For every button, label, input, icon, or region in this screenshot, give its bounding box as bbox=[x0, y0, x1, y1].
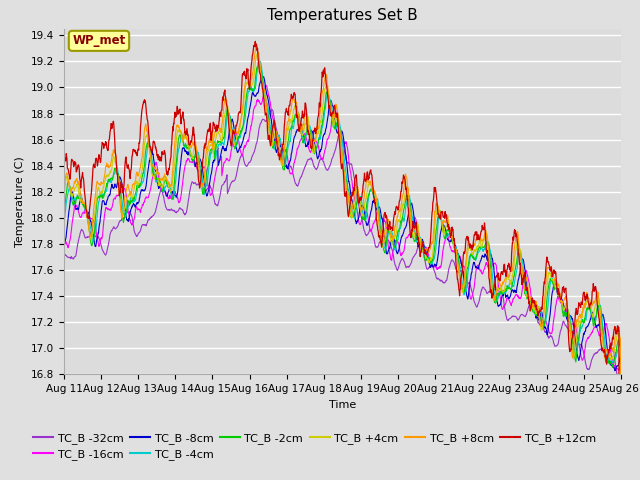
TC_B -16cm bbox=[60, 241, 68, 247]
TC_B -4cm bbox=[103, 185, 111, 191]
TC_B -16cm bbox=[378, 214, 385, 220]
TC_B +8cm bbox=[378, 238, 385, 244]
TC_B -4cm bbox=[609, 360, 616, 365]
TC_B -32cm bbox=[103, 247, 111, 253]
TC_B +4cm bbox=[60, 196, 68, 202]
TC_B -32cm bbox=[616, 378, 623, 384]
TC_B -2cm bbox=[378, 235, 385, 240]
TC_B -32cm bbox=[60, 250, 68, 256]
TC_B -16cm bbox=[262, 82, 269, 88]
TC_B -32cm bbox=[308, 157, 316, 163]
TC_B -16cm bbox=[308, 145, 316, 151]
Line: TC_B -8cm: TC_B -8cm bbox=[64, 76, 621, 371]
Legend: TC_B -32cm, TC_B -16cm, TC_B -8cm, TC_B -4cm, TC_B -2cm, TC_B +4cm, TC_B +8cm, T: TC_B -32cm, TC_B -16cm, TC_B -8cm, TC_B … bbox=[29, 428, 600, 465]
TC_B -16cm bbox=[615, 367, 623, 373]
TC_B +4cm bbox=[103, 173, 111, 179]
TC_B +12cm bbox=[297, 121, 305, 127]
TC_B -8cm bbox=[103, 198, 111, 204]
TC_B -4cm bbox=[617, 338, 625, 344]
TC_B -2cm bbox=[617, 343, 625, 348]
TC_B -32cm bbox=[617, 377, 625, 383]
X-axis label: Time: Time bbox=[329, 400, 356, 409]
TC_B -2cm bbox=[308, 144, 316, 149]
TC_B -2cm bbox=[297, 129, 305, 134]
TC_B -16cm bbox=[126, 217, 134, 223]
TC_B -16cm bbox=[617, 364, 625, 370]
TC_B +4cm bbox=[617, 343, 625, 349]
TC_B +8cm bbox=[253, 43, 260, 48]
TC_B +12cm bbox=[308, 143, 316, 148]
Line: TC_B -16cm: TC_B -16cm bbox=[64, 85, 621, 370]
TC_B -4cm bbox=[318, 125, 326, 131]
TC_B +8cm bbox=[318, 91, 326, 96]
Line: TC_B -2cm: TC_B -2cm bbox=[64, 62, 621, 367]
TC_B -16cm bbox=[297, 137, 305, 143]
Text: WP_met: WP_met bbox=[72, 35, 125, 48]
TC_B +8cm bbox=[103, 162, 111, 168]
TC_B -16cm bbox=[318, 156, 326, 162]
Line: TC_B -32cm: TC_B -32cm bbox=[64, 109, 621, 381]
Line: TC_B +12cm: TC_B +12cm bbox=[64, 41, 621, 480]
TC_B +12cm bbox=[252, 38, 259, 44]
TC_B -8cm bbox=[126, 212, 134, 218]
Y-axis label: Temperature (C): Temperature (C) bbox=[15, 156, 26, 247]
TC_B -2cm bbox=[126, 202, 134, 207]
TC_B -4cm bbox=[378, 224, 385, 229]
TC_B +12cm bbox=[103, 146, 111, 152]
TC_B -2cm bbox=[103, 183, 111, 189]
TC_B +12cm bbox=[318, 69, 326, 75]
TC_B +4cm bbox=[308, 145, 316, 151]
TC_B -8cm bbox=[611, 368, 619, 373]
TC_B -4cm bbox=[308, 134, 316, 140]
TC_B +12cm bbox=[378, 241, 385, 247]
TC_B +12cm bbox=[126, 171, 134, 177]
TC_B +8cm bbox=[60, 180, 68, 186]
TC_B -32cm bbox=[378, 236, 385, 242]
TC_B -16cm bbox=[103, 205, 111, 211]
TC_B -2cm bbox=[318, 122, 326, 128]
Line: TC_B +4cm: TC_B +4cm bbox=[64, 54, 621, 361]
TC_B -8cm bbox=[308, 130, 316, 135]
TC_B +4cm bbox=[602, 358, 609, 364]
TC_B -32cm bbox=[318, 156, 326, 162]
TC_B -8cm bbox=[318, 141, 326, 146]
TC_B +4cm bbox=[318, 109, 326, 115]
TC_B -2cm bbox=[255, 60, 263, 65]
TC_B -8cm bbox=[60, 239, 68, 245]
TC_B -32cm bbox=[297, 174, 305, 180]
TC_B -8cm bbox=[378, 213, 385, 219]
TC_B -4cm bbox=[126, 198, 134, 204]
TC_B -2cm bbox=[609, 364, 617, 370]
TC_B +8cm bbox=[297, 126, 305, 132]
TC_B -8cm bbox=[617, 350, 625, 356]
Line: TC_B -4cm: TC_B -4cm bbox=[64, 61, 621, 362]
TC_B -8cm bbox=[259, 73, 266, 79]
TC_B +8cm bbox=[126, 189, 134, 195]
TC_B +8cm bbox=[308, 144, 316, 149]
TC_B +12cm bbox=[60, 151, 68, 156]
TC_B -2cm bbox=[60, 213, 68, 218]
TC_B -8cm bbox=[297, 121, 305, 127]
TC_B +4cm bbox=[253, 51, 261, 57]
TC_B -4cm bbox=[256, 58, 264, 64]
Line: TC_B +8cm: TC_B +8cm bbox=[64, 46, 621, 480]
TC_B +4cm bbox=[378, 239, 385, 244]
TC_B -4cm bbox=[297, 120, 305, 126]
TC_B -32cm bbox=[268, 106, 275, 112]
TC_B -32cm bbox=[126, 209, 134, 215]
TC_B -4cm bbox=[60, 223, 68, 229]
TC_B +4cm bbox=[126, 190, 134, 195]
Title: Temperatures Set B: Temperatures Set B bbox=[267, 9, 418, 24]
TC_B +4cm bbox=[297, 126, 305, 132]
